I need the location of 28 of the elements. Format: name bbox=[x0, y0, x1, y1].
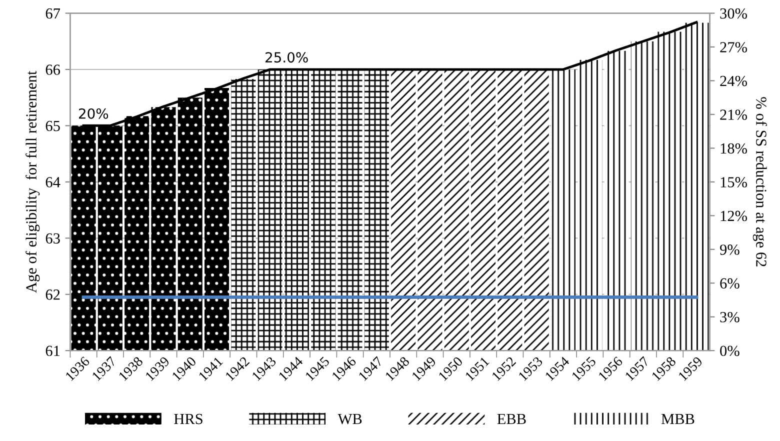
y-axis-title: Age of eligibility for full retirement bbox=[26, 70, 40, 293]
y-tick-label: 66 bbox=[46, 64, 60, 75]
y-tick-label: 64 bbox=[46, 177, 60, 188]
y2-tick-label: 9% bbox=[720, 244, 740, 255]
annotation: 20% bbox=[78, 108, 108, 119]
annotation: 25.0% bbox=[266, 52, 308, 63]
legend-label: MBB bbox=[661, 414, 694, 424]
y2-tick-label: 12% bbox=[720, 210, 748, 222]
y-tick-label: 61 bbox=[46, 346, 60, 356]
y2-tick-label: 0% bbox=[720, 346, 740, 356]
y2-axis-title: % of SS reduction at age 62 bbox=[752, 97, 767, 266]
y2-tick-label: 24% bbox=[720, 76, 748, 86]
y-tick-label: 67 bbox=[46, 8, 60, 19]
x-tick-label: 1951 bbox=[464, 356, 490, 382]
y2-tick-label: 21% bbox=[720, 110, 748, 120]
y-tick-label: 63 bbox=[46, 233, 60, 244]
y2-tick-label: 6% bbox=[720, 278, 740, 289]
y2-tick-label: 3% bbox=[720, 312, 740, 322]
y-tick-label: 62 bbox=[46, 290, 60, 300]
y2-tick-label: 18% bbox=[720, 143, 748, 154]
legend-label: WB bbox=[338, 414, 362, 424]
x-tick-label: 1941 bbox=[198, 356, 224, 382]
legend-label: EBB bbox=[497, 414, 526, 424]
y2-tick-label: 15% bbox=[720, 177, 748, 188]
legend-label: HRS bbox=[174, 414, 202, 424]
y2-tick-label: 30% bbox=[720, 8, 748, 19]
y-tick-label: 65 bbox=[46, 120, 60, 132]
y2-tick-label: 27% bbox=[720, 42, 748, 52]
